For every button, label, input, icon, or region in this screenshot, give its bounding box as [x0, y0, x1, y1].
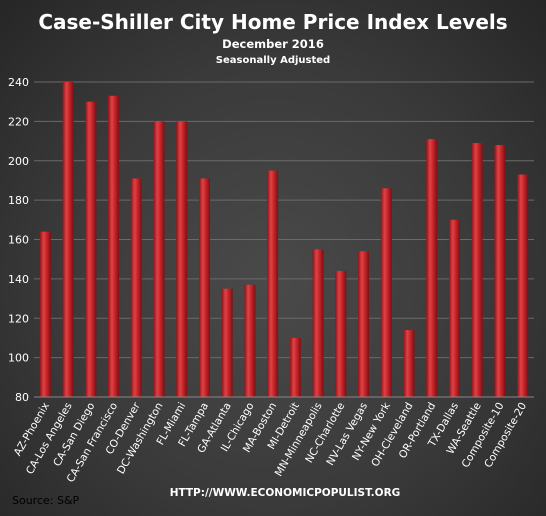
bar [130, 178, 142, 397]
chart-title: Case-Shiller City Home Price Index Level… [38, 10, 507, 34]
bar [448, 219, 460, 397]
bar [358, 251, 370, 397]
y-axis-ticks: 80 100 120 140 160 180 200 220 240 [8, 76, 29, 404]
bar [244, 284, 256, 397]
bar [380, 188, 392, 397]
y-tick-label: 100 [8, 352, 29, 365]
bar [108, 95, 120, 397]
bar [85, 101, 97, 397]
bar [471, 143, 483, 397]
bar [176, 121, 188, 397]
y-tick-label: 220 [8, 115, 29, 128]
y-tick-label: 120 [8, 312, 29, 325]
bar [153, 121, 165, 397]
bar [221, 288, 233, 397]
chart-subtitle: December 2016 [222, 37, 324, 51]
y-tick-label: 200 [8, 155, 29, 168]
chart-subtitle-secondary: Seasonally Adjusted [216, 55, 330, 66]
bar [335, 271, 347, 397]
y-tick-label: 240 [8, 76, 29, 89]
bar [62, 82, 74, 397]
bar [267, 170, 279, 397]
bar [403, 330, 415, 397]
y-tick-label: 140 [8, 273, 29, 286]
bar [289, 337, 301, 397]
y-tick-label: 160 [8, 234, 29, 247]
y-tick-label: 80 [15, 391, 29, 404]
bars [39, 82, 529, 397]
y-tick-label: 180 [8, 194, 29, 207]
bar [426, 139, 438, 397]
bar [494, 145, 506, 397]
source-url: HTTP://WWW.ECONOMICPOPULIST.ORG [170, 487, 401, 499]
source-note: Source: S&P [12, 494, 80, 507]
bar [517, 174, 529, 397]
bar [312, 249, 324, 397]
bar [39, 231, 51, 397]
bar [198, 178, 210, 397]
